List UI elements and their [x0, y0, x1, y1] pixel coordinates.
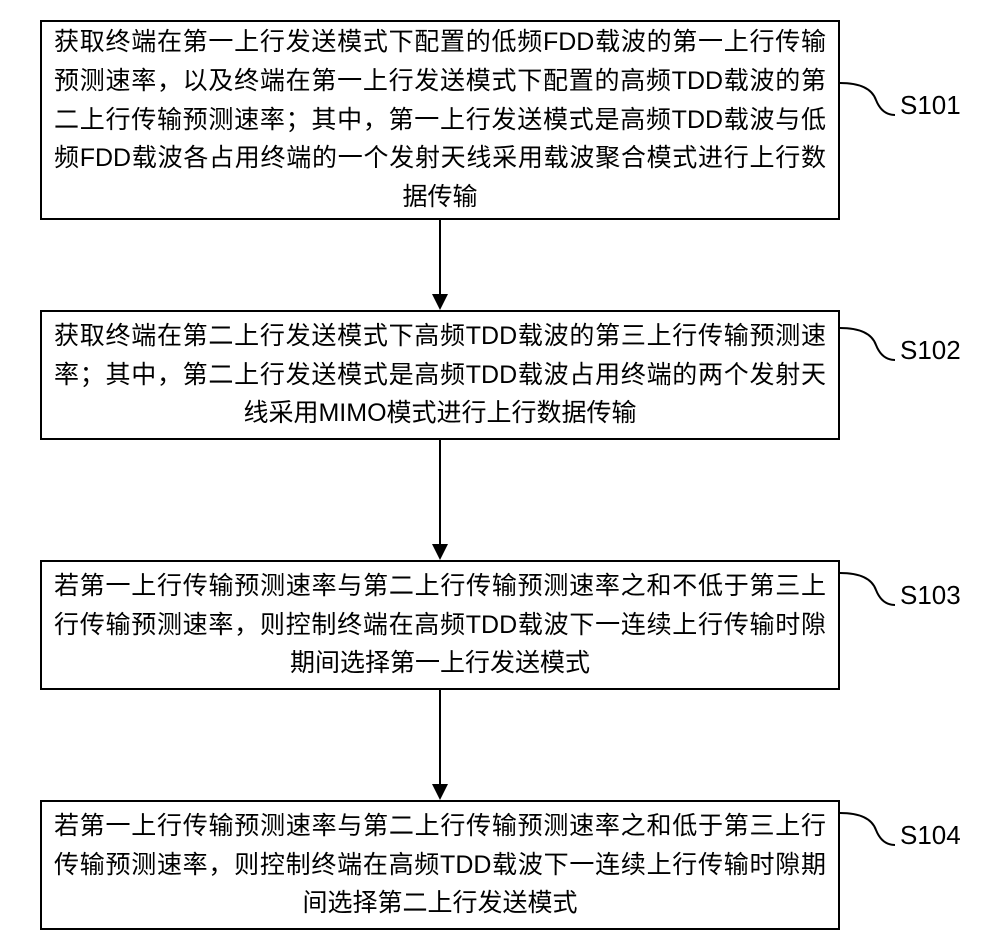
flow-step-s101: 获取终端在第一上行发送模式下配置的低频FDD载波的第一上行传输预测速率，以及终端…	[40, 20, 840, 220]
connector-line-s103	[840, 565, 900, 625]
flow-step-text: 获取终端在第一上行发送模式下配置的低频FDD载波的第一上行传输预测速率，以及终端…	[54, 23, 826, 217]
connector-line-s104	[840, 805, 900, 865]
flow-step-text: 若第一上行传输预测速率与第二上行传输预测速率之和低于第三上行传输预测速率，则控制…	[54, 807, 826, 923]
flow-step-text: 若第一上行传输预测速率与第二上行传输预测速率之和不低于第三上行传输预测速率，则控…	[54, 567, 826, 683]
step-label-s103: S103	[900, 580, 961, 611]
flow-arrow-1	[420, 440, 460, 560]
step-label-s102: S102	[900, 335, 961, 366]
connector-line-s101	[840, 75, 900, 135]
connector-line-s102	[840, 320, 900, 380]
flow-arrow-0	[420, 220, 460, 310]
step-label-s101: S101	[900, 90, 961, 121]
flow-arrow-2	[420, 690, 460, 800]
step-label-s104: S104	[900, 820, 961, 851]
flow-step-s102: 获取终端在第二上行发送模式下高频TDD载波的第三上行传输预测速率；其中，第二上行…	[40, 310, 840, 440]
flow-step-s104: 若第一上行传输预测速率与第二上行传输预测速率之和低于第三上行传输预测速率，则控制…	[40, 800, 840, 930]
flowchart-container: 获取终端在第一上行发送模式下配置的低频FDD载波的第一上行传输预测速率，以及终端…	[0, 0, 1000, 950]
flow-step-s103: 若第一上行传输预测速率与第二上行传输预测速率之和不低于第三上行传输预测速率，则控…	[40, 560, 840, 690]
flow-step-text: 获取终端在第二上行发送模式下高频TDD载波的第三上行传输预测速率；其中，第二上行…	[54, 317, 826, 433]
